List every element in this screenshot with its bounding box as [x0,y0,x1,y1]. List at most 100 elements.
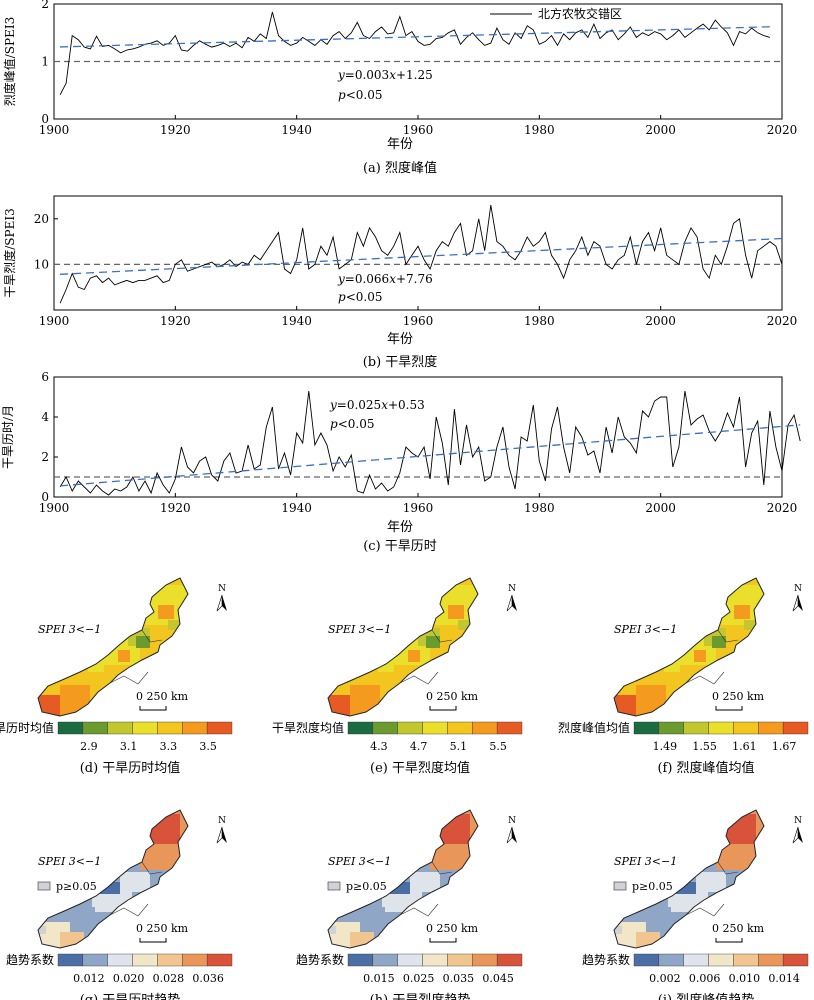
colorbar-swatch [422,953,448,967]
spei-criterion: SPEI 3<−1 [328,623,391,636]
x-tick-label: 1960 [403,314,434,328]
colorbar-swatch [447,721,473,735]
y-tick-label: 2 [41,450,49,464]
region-outline [37,577,189,717]
map-caption: (f) 烈度峰值均值 [657,760,754,776]
y-axis-label: 烈度峰值/SPEI3 [2,17,17,106]
nonsignificant-swatch [327,881,341,891]
colorbar-swatch [57,953,84,967]
map-caption: (e) 干旱烈度均值 [370,760,470,776]
region-cell [378,660,394,672]
colorbar-swatch [82,721,108,735]
region-cell [636,932,660,948]
scale-bar [715,938,743,943]
equation-part: +0.53 [388,398,425,412]
colorbar-tick: 2.9 [80,740,98,753]
north-label: N [508,816,516,826]
region-fill [614,578,764,716]
map-panel-4: SPEI 3<−1 p≥0.05 N 0 250 km 趋势系数 0.012 0.020 0.… [6,809,233,1000]
region-cell [408,650,420,662]
y-tick-label: 0 [41,490,49,504]
province-boundary [717,861,739,875]
north-arrow-icon [216,594,223,612]
trend-equation: y=0.003x+1.25 [337,68,433,82]
colorbar-tick: 1.61 [732,740,757,753]
north-arrow-icon [216,826,223,844]
colorbar-swatch [633,721,660,735]
colorbar-swatch [658,953,684,967]
colorbar-tick: 0.020 [113,972,145,985]
map-caption: (i) 烈度峰值趋势 [658,992,754,1000]
colorbar-title: 趋势系数 [6,952,54,967]
colorbar-swatch [132,721,158,735]
p-threshold: <0.05 [346,88,383,102]
colorbar-swatch [782,953,809,967]
legend-label: 北方农牧交错区 [538,6,622,21]
scale-label: 0 250 km [426,690,479,703]
colorbar-tick: 0.015 [363,972,395,985]
panel-caption: (b) 干旱烈度 [363,354,438,370]
scale-bar [139,706,167,711]
colorbar-swatch [347,721,374,735]
colorbar-tick: 0.014 [768,972,800,985]
chart-panel-3: 1900 1920 1940 1960 1980 2000 2020 0 2 4 6 y=0.025x… [1,370,801,554]
x-tick-label: 2020 [767,314,798,328]
region-cell [168,620,180,630]
colorbar-swatch [206,953,233,967]
north-label: N [218,816,226,826]
colorbar-tick: 4.7 [410,740,428,753]
colorbar-tick: 5.5 [489,740,507,753]
p-threshold: <0.05 [346,290,383,304]
colorbar-tick: 3.3 [160,740,178,753]
equation-part: y [337,272,345,286]
map-panel-1: SPEI 3<−1 N 0 250 km 干旱历时均值 2.9 3.1 3.3 3.5 (d) … [0,577,233,776]
trend-equation: y=0.066x+7.76 [337,272,433,286]
colorbar-tick: 0.012 [73,972,105,985]
colorbar-swatch [107,721,133,735]
equation-part: =0.003 [345,68,389,82]
colorbar-swatch [157,721,183,735]
colorbar-swatch [758,721,784,735]
colorbar-title: 干旱烈度均值 [272,720,344,735]
colorbar-swatch [633,953,660,967]
colorbar-swatch [107,953,133,967]
province-boundary [109,671,149,685]
province-boundary [399,671,439,685]
x-tick-label: 1940 [281,123,312,137]
trend-line [60,237,783,275]
region-cell [350,685,380,715]
spei-criterion: SPEI 3<−1 [328,855,391,868]
colorbar-swatch [182,953,208,967]
p-value: p<0.05 [338,290,382,304]
p-symbol: p [338,290,346,304]
region-cell [365,907,385,922]
north-arrow-icon [506,594,513,612]
nonsignificant-cell [38,926,46,934]
colorbar-swatch [206,721,233,735]
x-tick-label: 1900 [39,314,70,328]
region-cell [664,660,680,672]
scale-label: 0 250 km [426,922,479,935]
colorbar-swatch [397,721,423,735]
nonsignificant-label: p≥0.05 [56,880,97,893]
equation-part: x [389,272,396,286]
colorbar-swatch [708,953,734,967]
colorbar-swatch [82,953,108,967]
region-cell [410,872,440,892]
x-tick-label: 2020 [767,123,798,137]
nonsignificant-label: p≥0.05 [632,880,673,893]
y-axis-label: 干旱历时/月 [1,405,15,469]
p-symbol: p [338,88,346,102]
region-cell [350,932,374,948]
colorbar-tick: 0.006 [689,972,721,985]
region-fill [38,578,188,716]
colorbar-swatch [708,721,734,735]
province-boundary [685,903,725,917]
nonsignificant-cell [614,926,622,934]
region-cell [614,695,636,716]
region-cell [651,907,671,922]
nonsignificant-swatch [37,881,51,891]
province-boundary [685,671,725,685]
x-tick-label: 1920 [160,123,191,137]
y-tick-label: 10 [34,257,49,271]
